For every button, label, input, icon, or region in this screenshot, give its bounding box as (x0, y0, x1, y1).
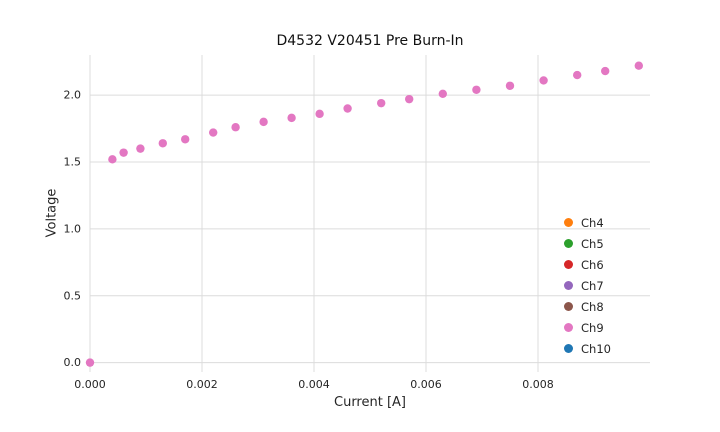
legend-item-ch6: Ch6 (564, 254, 611, 275)
data-point-ch9 (136, 144, 145, 153)
data-point-ch9 (158, 139, 167, 148)
data-point-ch9 (119, 148, 128, 157)
y-tick-label: 1.0 (64, 222, 82, 235)
data-point-ch9 (287, 113, 296, 123)
data-point-ch9 (315, 109, 324, 119)
data-point-ch9 (472, 85, 481, 94)
x-tick-label: 0.006 (410, 378, 442, 391)
data-point-ch9 (181, 135, 190, 144)
data-point-ch9 (438, 89, 447, 98)
y-tick-label: 2.0 (64, 89, 82, 102)
x-tick-label: 0.004 (298, 378, 330, 391)
data-point-ch9 (85, 358, 95, 367)
legend-swatch-icon (564, 218, 573, 227)
data-point-ch9 (259, 117, 268, 127)
y-tick-label: 0.5 (64, 289, 82, 302)
data-point-ch9 (209, 128, 218, 137)
legend-label: Ch8 (581, 299, 604, 314)
x-tick-label: 0.008 (522, 378, 554, 391)
legend-label: Ch4 (581, 215, 604, 230)
y-tick-label: 1.5 (64, 156, 82, 169)
legend-item-ch4: Ch4 (564, 212, 611, 233)
legend-swatch-icon (564, 323, 573, 332)
legend-label: Ch5 (581, 236, 604, 251)
legend: Ch4 Ch5 Ch6 Ch7 Ch8 Ch9 Ch10 (564, 212, 611, 359)
legend-label: Ch9 (581, 320, 604, 335)
legend-label: Ch6 (581, 257, 604, 272)
chart-title: D4532 V20451 Pre Burn-In (276, 33, 464, 49)
legend-swatch-icon (564, 281, 573, 290)
data-point-ch9 (634, 61, 643, 70)
legend-swatch-icon (564, 344, 573, 353)
legend-item-ch5: Ch5 (564, 233, 611, 254)
legend-label: Ch10 (581, 341, 611, 356)
data-point-ch9 (377, 98, 386, 108)
legend-item-ch8: Ch8 (564, 296, 611, 317)
x-tick-label: 0.002 (186, 378, 218, 391)
legend-swatch-icon (564, 260, 573, 269)
x-tick-label: 0.000 (74, 378, 106, 391)
data-point-ch9 (505, 81, 515, 90)
legend-swatch-icon (564, 302, 573, 311)
data-point-ch9 (539, 76, 548, 85)
legend-label: Ch7 (581, 278, 604, 293)
legend-item-ch10: Ch10 (564, 338, 611, 359)
x-axis-label: Current [A] (334, 395, 406, 410)
data-point-ch9 (231, 123, 240, 132)
data-point-ch9 (405, 94, 414, 104)
data-point-ch9 (601, 66, 610, 76)
legend-item-ch9: Ch9 (564, 317, 611, 338)
legend-item-ch7: Ch7 (564, 275, 611, 296)
data-point-ch9 (108, 155, 117, 164)
y-tick-label: 0.0 (64, 356, 82, 369)
data-point-ch9 (573, 70, 582, 80)
legend-swatch-icon (564, 239, 573, 248)
data-point-ch9 (343, 104, 352, 113)
y-axis-label: Voltage (44, 188, 60, 238)
